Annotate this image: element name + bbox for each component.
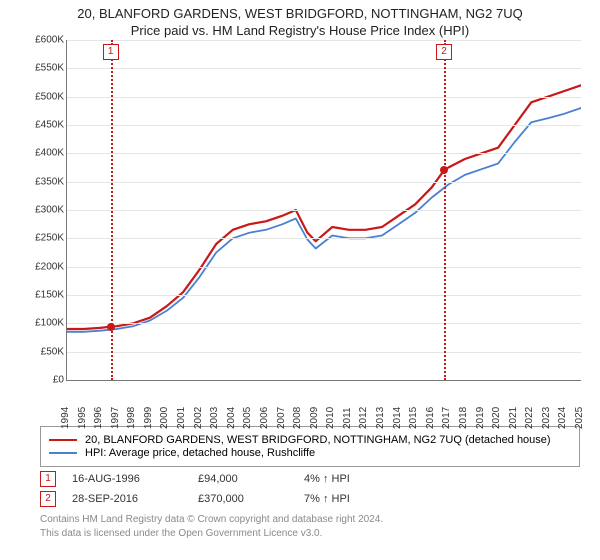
gridline-h bbox=[67, 125, 581, 126]
legend-swatch bbox=[49, 452, 77, 454]
x-tick-label: 2010 bbox=[325, 407, 336, 429]
footnotes: 1 16-AUG-1996 £94,000 4% ↑ HPI 2 28-SEP-2016 £… bbox=[40, 471, 580, 507]
y-tick-label: £550K bbox=[35, 63, 64, 74]
x-tick-label: 2013 bbox=[375, 407, 386, 429]
x-tick-label: 2022 bbox=[524, 407, 535, 429]
legend-row: 20, BLANFORD GARDENS, WEST BRIDGFORD, NO… bbox=[49, 434, 571, 446]
y-tick-label: £50K bbox=[41, 346, 64, 357]
event-dot-1 bbox=[107, 323, 115, 331]
x-tick-label: 1997 bbox=[110, 407, 121, 429]
legend-label: 20, BLANFORD GARDENS, WEST BRIDGFORD, NO… bbox=[85, 434, 551, 446]
y-tick-label: £400K bbox=[35, 148, 64, 159]
x-tick-label: 2008 bbox=[292, 407, 303, 429]
gridline-h bbox=[67, 153, 581, 154]
x-tick-label: 2014 bbox=[392, 407, 403, 429]
x-tick-label: 2015 bbox=[408, 407, 419, 429]
x-tick-label: 2016 bbox=[425, 407, 436, 429]
title-block: 20, BLANFORD GARDENS, WEST BRIDGFORD, NO… bbox=[0, 0, 600, 40]
gridline-h bbox=[67, 97, 581, 98]
gridline-h bbox=[67, 40, 581, 41]
x-tick-label: 2011 bbox=[342, 407, 353, 429]
x-tick-label: 1998 bbox=[126, 407, 137, 429]
x-tick-label: 2006 bbox=[259, 407, 270, 429]
footnote-price: £94,000 bbox=[198, 473, 288, 485]
x-tick-label: 2009 bbox=[309, 407, 320, 429]
x-tick-label: 2003 bbox=[209, 407, 220, 429]
y-tick-label: £0 bbox=[53, 375, 64, 386]
x-tick-label: 1999 bbox=[143, 407, 154, 429]
y-tick-label: £200K bbox=[35, 261, 64, 272]
series-price_paid bbox=[67, 85, 581, 329]
gridline-h bbox=[67, 210, 581, 211]
license-line-1: Contains HM Land Registry data © Crown c… bbox=[40, 513, 580, 527]
x-tick-label: 2004 bbox=[226, 407, 237, 429]
footnote-box: 2 bbox=[40, 491, 56, 507]
event-box-2: 2 bbox=[436, 44, 452, 60]
footnote-date: 16-AUG-1996 bbox=[72, 473, 182, 485]
title-address: 20, BLANFORD GARDENS, WEST BRIDGFORD, NO… bbox=[10, 6, 590, 21]
x-tick-label: 1996 bbox=[93, 407, 104, 429]
legend-label: HPI: Average price, detached house, Rush… bbox=[85, 447, 315, 459]
x-tick-label: 1995 bbox=[77, 407, 88, 429]
gridline-h bbox=[67, 352, 581, 353]
footnote-row: 2 28-SEP-2016 £370,000 7% ↑ HPI bbox=[40, 491, 580, 507]
legend: 20, BLANFORD GARDENS, WEST BRIDGFORD, NO… bbox=[40, 426, 580, 467]
chart-container: 20, BLANFORD GARDENS, WEST BRIDGFORD, NO… bbox=[0, 0, 600, 540]
gridline-h bbox=[67, 68, 581, 69]
gridline-h bbox=[67, 182, 581, 183]
y-axis: £0£50K£100K£150K£200K£250K£300K£350K£400… bbox=[20, 40, 66, 380]
chart-area: £0 £50K £100K £150K £200K £250K £300K £350K £400… bbox=[20, 40, 580, 420]
title-subtitle: Price paid vs. HM Land Registry's House … bbox=[10, 23, 590, 38]
x-tick-label: 2017 bbox=[441, 407, 452, 429]
x-tick-label: 2012 bbox=[358, 407, 369, 429]
y-tick-label: £450K bbox=[35, 120, 64, 131]
x-tick-label: 2020 bbox=[491, 407, 502, 429]
x-axis: 1994199519961997199819992000200120022003… bbox=[66, 380, 580, 420]
y-tick-label: £600K bbox=[35, 35, 64, 46]
event-vline-2 bbox=[444, 40, 446, 380]
y-tick-label: £100K bbox=[35, 318, 64, 329]
gridline-h bbox=[67, 238, 581, 239]
footnote-pct: 4% ↑ HPI bbox=[304, 473, 350, 485]
gridline-h bbox=[67, 267, 581, 268]
footnote-price: £370,000 bbox=[198, 493, 288, 505]
gridline-h bbox=[67, 295, 581, 296]
x-tick-label: 2024 bbox=[557, 407, 568, 429]
legend-row: HPI: Average price, detached house, Rush… bbox=[49, 447, 571, 459]
y-tick-label: £350K bbox=[35, 176, 64, 187]
x-tick-label: 2023 bbox=[541, 407, 552, 429]
y-tick-label: £500K bbox=[35, 91, 64, 102]
y-tick-label: £150K bbox=[35, 290, 64, 301]
x-tick-label: 2019 bbox=[475, 407, 486, 429]
event-box-1: 1 bbox=[103, 44, 119, 60]
y-tick-label: £300K bbox=[35, 205, 64, 216]
x-tick-label: 2007 bbox=[276, 407, 287, 429]
footnote-date: 28-SEP-2016 bbox=[72, 493, 182, 505]
y-tick-label: £250K bbox=[35, 233, 64, 244]
legend-swatch bbox=[49, 439, 77, 441]
gridline-h bbox=[67, 323, 581, 324]
x-tick-label: 2001 bbox=[176, 407, 187, 429]
license-line-2: This data is licensed under the Open Gov… bbox=[40, 527, 580, 541]
x-tick-label: 2002 bbox=[193, 407, 204, 429]
footnote-row: 1 16-AUG-1996 £94,000 4% ↑ HPI bbox=[40, 471, 580, 487]
plot-area: 12 bbox=[66, 40, 581, 381]
x-tick-label: 2021 bbox=[508, 407, 519, 429]
x-tick-label: 1994 bbox=[60, 407, 71, 429]
x-tick-label: 2005 bbox=[242, 407, 253, 429]
x-tick-label: 2025 bbox=[574, 407, 585, 429]
x-tick-label: 2000 bbox=[159, 407, 170, 429]
x-tick-label: 2018 bbox=[458, 407, 469, 429]
license-text: Contains HM Land Registry data © Crown c… bbox=[40, 513, 580, 540]
footnote-box: 1 bbox=[40, 471, 56, 487]
event-dot-2 bbox=[440, 166, 448, 174]
footnote-pct: 7% ↑ HPI bbox=[304, 493, 350, 505]
